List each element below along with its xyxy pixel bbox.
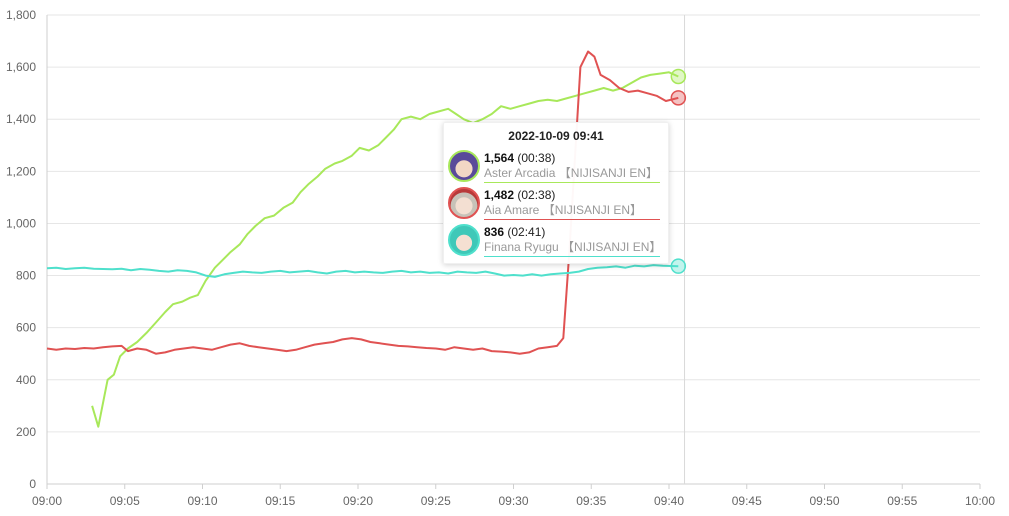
series-line-0[interactable]	[91, 71, 679, 428]
tooltip-value: 1,482	[484, 187, 515, 202]
hover-marker-0[interactable]	[670, 68, 687, 85]
x-tick-label: 09:40	[654, 494, 684, 508]
tooltip-value: 836	[484, 224, 505, 239]
aia-avatar-icon	[448, 186, 480, 219]
x-tick-label: 09:25	[421, 494, 451, 508]
y-tick-label: 1,000	[6, 216, 36, 230]
y-tick-label: 1,800	[6, 8, 36, 22]
y-tick-label: 1,600	[6, 60, 36, 74]
x-tick-label: 09:15	[265, 494, 295, 508]
y-tick-label: 200	[16, 425, 36, 439]
tooltip-duration: (02:41)	[507, 224, 546, 239]
tooltip-series-name: Aster Arcadia 【NIJISANJI EN】	[484, 165, 659, 180]
y-tick-label: 800	[16, 269, 36, 283]
hover-tooltip: 2022-10-09 09:41 1,564 (00:38) Aster Arc…	[443, 122, 669, 264]
x-tick-label: 09:30	[498, 494, 528, 508]
tooltip-value: 1,564	[484, 150, 515, 165]
tooltip-row-underline	[484, 256, 660, 257]
aster-avatar-icon	[448, 149, 480, 182]
x-tick-label: 09:45	[732, 494, 762, 508]
y-tick-label: 1,400	[6, 112, 36, 126]
y-tick-label: 600	[16, 321, 36, 335]
tooltip-series-name: Finana Ryugu 【NIJISANJI EN】	[484, 239, 662, 254]
finana-avatar-icon	[448, 223, 480, 256]
tooltip-duration: (00:38)	[517, 150, 556, 165]
tooltip-row-underline	[484, 182, 660, 183]
y-tick-label: 0	[29, 477, 36, 491]
x-tick-label: 09:05	[110, 494, 140, 508]
tooltip-row-aia: 1,482 (02:38) Aia Amare 【NIJISANJI EN】	[448, 184, 664, 221]
x-tick-label: 09:50	[809, 494, 839, 508]
x-tick-label: 10:00	[965, 494, 995, 508]
x-tick-label: 09:00	[32, 494, 62, 508]
tooltip-row-aster: 1,564 (00:38) Aster Arcadia 【NIJISANJI E…	[448, 147, 664, 184]
y-tick-label: 1,200	[6, 164, 36, 178]
x-tick-label: 09:55	[887, 494, 917, 508]
hover-marker-1[interactable]	[670, 90, 687, 106]
x-tick-label: 09:35	[576, 494, 606, 508]
y-tick-label: 400	[16, 373, 36, 387]
x-tick-label: 09:10	[187, 494, 217, 508]
series-line-2[interactable]	[46, 264, 679, 278]
tooltip-row-underline	[484, 219, 660, 220]
series-line-1[interactable]	[46, 50, 679, 355]
tooltip-series-name: Aia Amare 【NIJISANJI EN】	[484, 202, 643, 217]
hover-marker-2[interactable]	[670, 258, 687, 274]
x-tick-label: 09:20	[343, 494, 373, 508]
tooltip-row-finana: 836 (02:41) Finana Ryugu 【NIJISANJI EN】	[448, 221, 664, 258]
tooltip-duration: (02:38)	[517, 187, 556, 202]
tooltip-title: 2022-10-09 09:41	[508, 129, 604, 143]
